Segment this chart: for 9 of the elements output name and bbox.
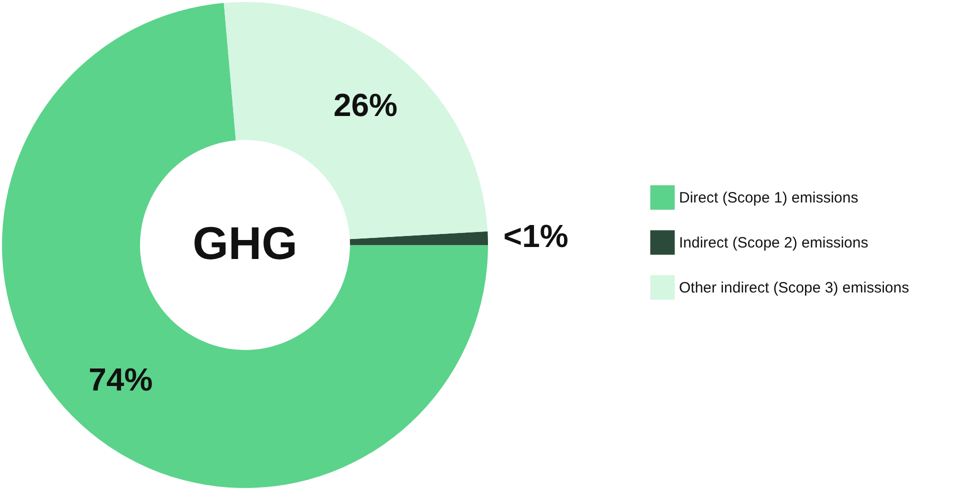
donut-slice [2, 2, 488, 488]
data-label: 26% [333, 86, 398, 123]
legend-label: Other indirect (Scope 3) emissions [679, 280, 910, 296]
data-label: <1% [503, 218, 568, 254]
text: GHG [192, 217, 298, 269]
donut-slice [350, 231, 488, 246]
data-label: 74% [88, 362, 153, 398]
legend-label: Direct (Scope 1) emissions [679, 190, 858, 206]
legend-label: Indirect (Scope 2) emissions [679, 234, 868, 252]
